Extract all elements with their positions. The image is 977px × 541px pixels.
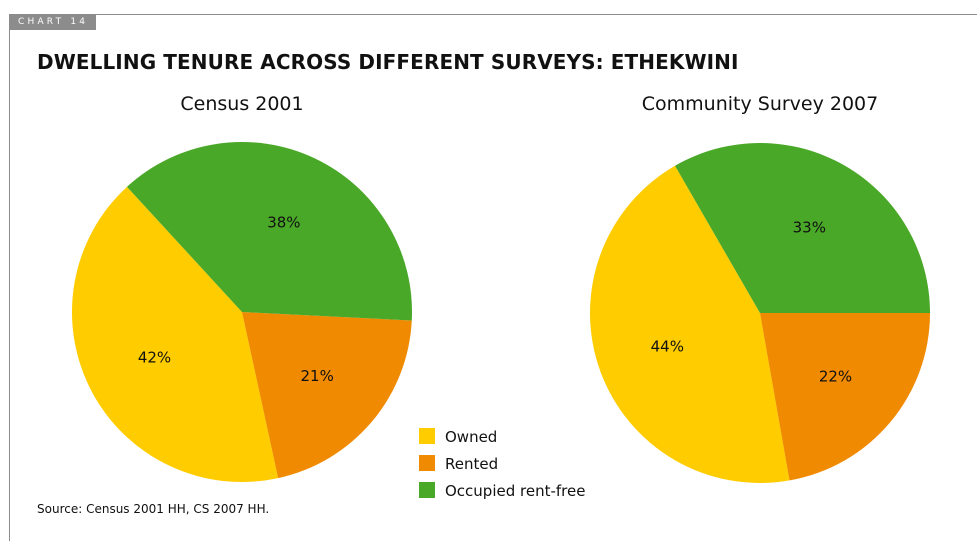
legend-swatch-rented <box>419 455 435 471</box>
slice-label-owned: 42% <box>138 348 171 366</box>
slice-label-rented: 22% <box>819 367 852 385</box>
source-note: Source: Census 2001 HH, CS 2007 HH. <box>37 502 270 516</box>
legend-label-rented: Rented <box>445 455 498 473</box>
legend-label-occupied-rent-free: Occupied rent-free <box>445 482 585 500</box>
legend: Owned Rented Occupied rent-free <box>419 428 585 500</box>
frame-left-rule <box>9 14 10 541</box>
pie-title-census-2001: Census 2001 <box>180 93 303 115</box>
slice-label-occupied-rent-free: 38% <box>267 214 300 232</box>
pie-slice-owned <box>590 165 790 484</box>
pie-slice-owned <box>71 186 279 483</box>
legend-swatch-owned <box>419 428 435 444</box>
pie-chart-community-survey-2007: Community Survey 2007 33% 22% 44% <box>590 93 930 484</box>
slice-label-owned: 44% <box>651 338 684 356</box>
legend-swatch-occupied-rent-free <box>419 482 435 498</box>
legend-label-owned: Owned <box>445 428 497 446</box>
pie-title-community-survey-2007: Community Survey 2007 <box>642 93 879 115</box>
pie-slice-occupied-rent-free <box>126 141 413 321</box>
pie-slice-rented <box>242 312 412 479</box>
pie-slice-rented <box>760 313 930 481</box>
slice-label-occupied-rent-free: 33% <box>793 219 826 237</box>
slice-label-rented: 21% <box>301 367 334 385</box>
pie-chart-census-2001: Census 2001 38% 21% 42% <box>71 93 413 483</box>
pie-slice-occupied-rent-free <box>675 143 930 313</box>
chart-title: DWELLING TENURE ACROSS DIFFERENT SURVEYS… <box>37 50 739 74</box>
frame-top-rule <box>9 14 977 15</box>
chart-number-tab: CHART 14 <box>9 14 97 30</box>
